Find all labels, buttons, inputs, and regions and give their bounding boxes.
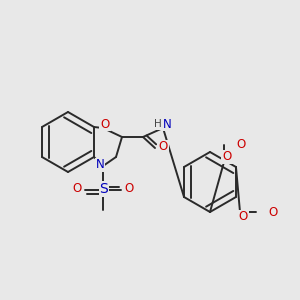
- Text: S: S: [100, 182, 108, 196]
- Text: O: O: [238, 211, 247, 224]
- Text: N: N: [96, 158, 104, 172]
- Text: O: O: [124, 182, 134, 196]
- Text: N: N: [163, 118, 171, 130]
- Text: O: O: [100, 118, 109, 130]
- Text: H: H: [154, 119, 162, 129]
- Text: O: O: [158, 140, 168, 154]
- Text: O: O: [222, 151, 232, 164]
- Text: O: O: [72, 182, 82, 196]
- Text: O: O: [268, 206, 277, 218]
- Text: O: O: [236, 139, 245, 152]
